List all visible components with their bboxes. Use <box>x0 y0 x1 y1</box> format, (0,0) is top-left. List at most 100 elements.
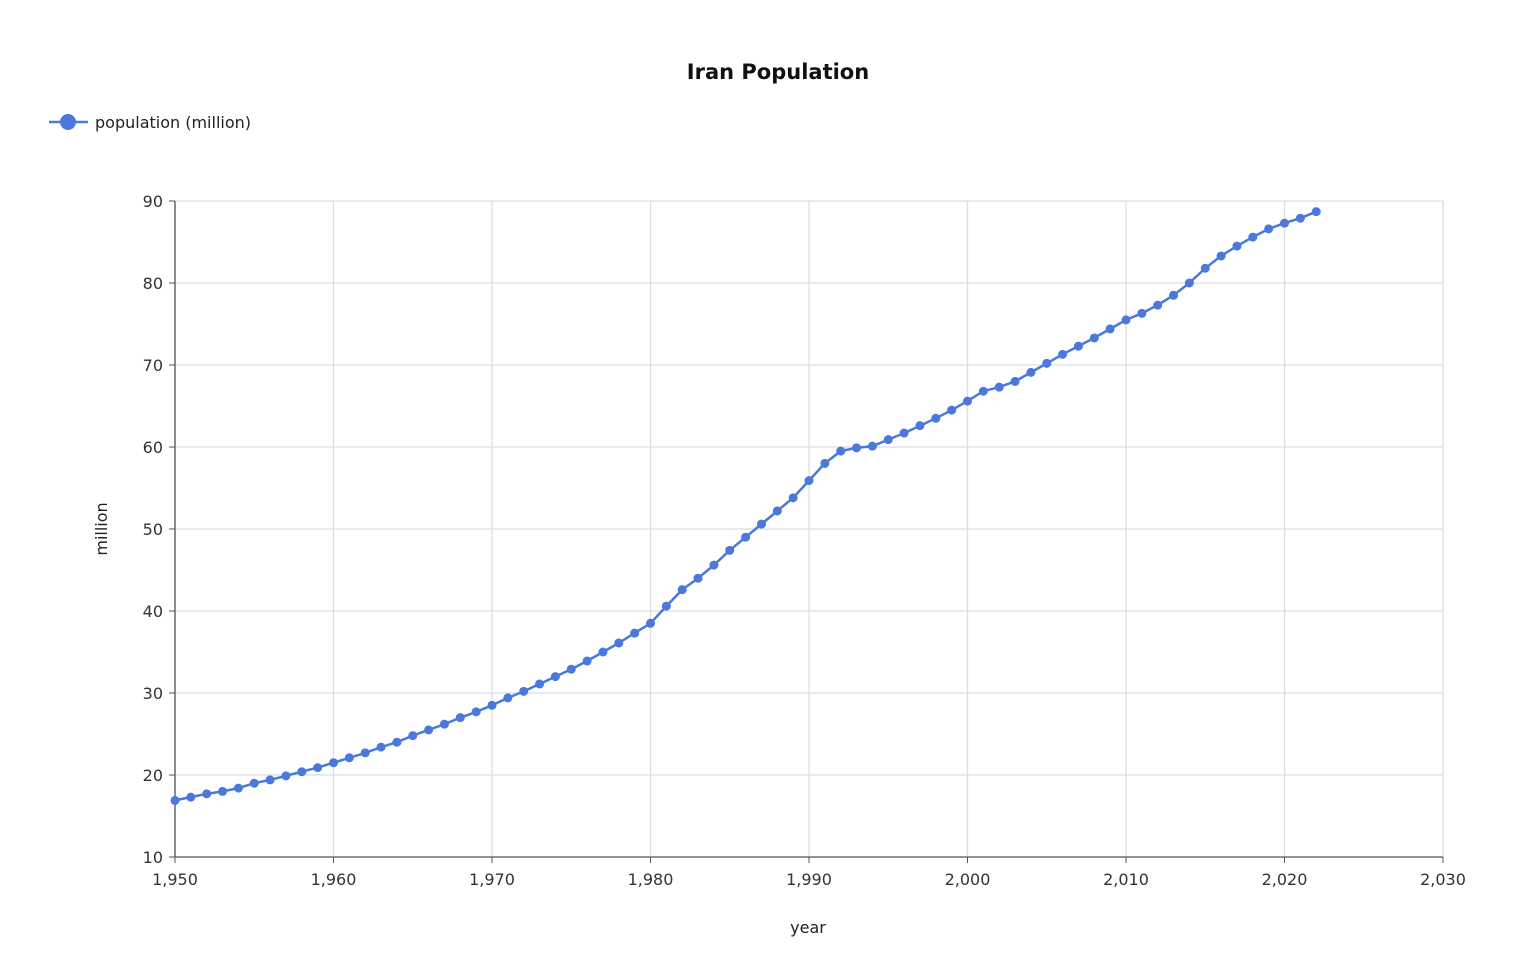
data-point <box>1137 308 1147 318</box>
data-point <box>1105 324 1115 334</box>
data-point <box>915 421 925 431</box>
data-point <box>788 493 798 503</box>
data-point <box>1184 278 1194 288</box>
data-point <box>1295 213 1305 223</box>
grid <box>174 200 1444 858</box>
data-point <box>360 748 370 758</box>
data-point <box>978 386 988 396</box>
y-tick-label: 80 <box>143 274 163 293</box>
data-point <box>1089 333 1099 343</box>
data-point <box>693 573 703 583</box>
data-point <box>233 783 243 793</box>
data-point <box>741 532 751 542</box>
data-point <box>487 700 497 710</box>
data-point <box>249 778 259 788</box>
data-point <box>836 446 846 456</box>
x-tick-label: 1,970 <box>469 870 515 889</box>
data-point <box>1248 232 1258 242</box>
data-point <box>614 638 624 648</box>
data-point <box>994 382 1004 392</box>
y-tick-label: 10 <box>143 848 163 867</box>
data-point <box>297 767 307 777</box>
series-population <box>170 207 1321 805</box>
data-point <box>1216 251 1226 261</box>
data-point <box>1121 315 1131 325</box>
data-point <box>313 763 323 773</box>
data-point <box>344 753 354 763</box>
data-point <box>186 792 196 802</box>
y-tick-label: 90 <box>143 192 163 211</box>
series-line <box>174 210 1317 802</box>
data-point <box>947 405 957 415</box>
y-tick-label: 30 <box>143 684 163 703</box>
data-point <box>535 679 545 689</box>
data-point <box>329 758 338 768</box>
y-tick-label: 70 <box>143 356 163 375</box>
data-point <box>1200 263 1210 273</box>
data-point <box>503 693 513 703</box>
x-axis-label: year <box>790 918 826 937</box>
data-point <box>598 647 608 657</box>
x-tick-label: 1,980 <box>628 870 674 889</box>
data-point <box>1264 224 1274 234</box>
data-point <box>1058 349 1068 359</box>
data-point <box>439 719 449 729</box>
data-point <box>392 737 402 747</box>
y-tick-label: 40 <box>143 602 163 621</box>
data-point <box>376 742 386 752</box>
data-point <box>646 618 655 628</box>
data-point <box>1280 218 1289 228</box>
data-point <box>1153 300 1163 310</box>
data-point <box>725 545 735 555</box>
y-tick-label: 20 <box>143 766 163 785</box>
data-point <box>661 601 671 611</box>
x-tick-label: 1,950 <box>152 870 198 889</box>
y-axis-label: million <box>92 502 111 555</box>
data-point <box>630 628 640 638</box>
data-point <box>455 713 465 723</box>
data-point <box>1232 241 1242 251</box>
data-point <box>772 506 782 516</box>
data-point <box>550 672 560 682</box>
data-point <box>265 775 275 785</box>
data-point <box>1010 376 1020 386</box>
data-point <box>170 795 180 805</box>
data-point <box>519 686 529 696</box>
data-point <box>867 441 877 451</box>
axes: 1,950 1,960 1,970 1,980 1,990 2,000 2,010 2,020… <box>143 192 1466 889</box>
legend[interactable]: population (million) <box>49 113 251 132</box>
data-point <box>677 585 687 595</box>
legend-marker-icon <box>60 114 76 130</box>
x-tick-label: 2,020 <box>1262 870 1308 889</box>
data-point <box>218 786 228 796</box>
data-point <box>804 476 814 486</box>
data-point <box>582 656 592 666</box>
data-point <box>1042 358 1052 368</box>
data-point <box>1026 367 1036 377</box>
x-tick-label: 2,000 <box>945 870 991 889</box>
data-point <box>1169 290 1179 300</box>
data-point <box>408 731 418 741</box>
data-point <box>852 443 862 453</box>
data-point <box>1073 341 1083 351</box>
x-tick-label: 2,030 <box>1420 870 1466 889</box>
data-point <box>820 458 830 468</box>
data-point <box>883 435 893 445</box>
chart-title: Iran Population <box>687 60 869 84</box>
data-point <box>424 725 434 735</box>
data-point <box>709 560 719 570</box>
legend-label: population (million) <box>95 113 251 132</box>
x-tick-label: 1,960 <box>311 870 357 889</box>
data-point <box>202 789 212 799</box>
data-point <box>1311 207 1321 217</box>
data-point <box>281 771 291 781</box>
data-point <box>756 519 766 529</box>
y-tick-label: 60 <box>143 438 163 457</box>
x-tick-label: 2,010 <box>1103 870 1149 889</box>
x-tick-label: 1,990 <box>786 870 832 889</box>
data-point <box>471 707 481 717</box>
data-point <box>899 428 909 438</box>
data-point <box>963 396 972 406</box>
data-point <box>931 413 941 423</box>
